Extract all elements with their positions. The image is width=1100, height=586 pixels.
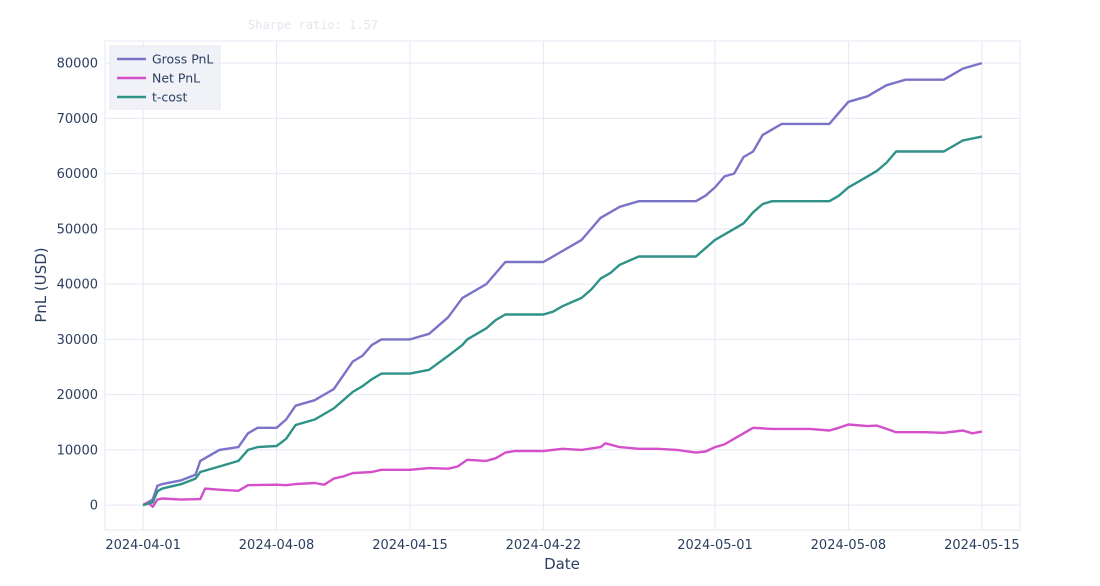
x-axis-title: Date	[544, 555, 580, 573]
x-axis-ticks: 2024-04-01 2024-04-08 2024-04-15 2024-04-22…	[105, 538, 1019, 553]
x-tick-label: 2024-05-01	[677, 538, 753, 553]
y-tick-label: 10000	[57, 443, 98, 458]
x-tick-label: 2024-04-01	[105, 538, 181, 553]
y-axis-title: PnL (USD)	[32, 247, 50, 322]
series-line-t-cost	[142, 135, 983, 507]
legend-label: Gross PnL	[152, 52, 213, 67]
x-tick-label: 2024-05-15	[944, 538, 1020, 553]
series-line-net-pnl	[142, 423, 983, 508]
y-tick-label: 50000	[57, 222, 98, 237]
legend-label: Net PnL	[152, 71, 200, 86]
x-tick-label: 2024-04-15	[372, 538, 448, 553]
x-tick-label: 2024-05-08	[811, 538, 887, 553]
x-tick-label: 2024-04-22	[506, 538, 582, 553]
y-axis-ticks: 0 10000 20000 30000 40000 50000 60000 70000 8000…	[57, 57, 98, 514]
legend-label: t-cost	[152, 90, 187, 105]
series-line-gross-pnl	[142, 61, 983, 507]
y-tick-label: 30000	[57, 333, 98, 348]
legend-item-net-pnl[interactable]: Net PnL	[117, 71, 200, 86]
chart-subtitle: Sharpe ratio: 1.57	[248, 18, 378, 32]
legend-item-t-cost[interactable]: t-cost	[117, 90, 187, 105]
legend[interactable]: Gross PnL Net PnL t-cost	[109, 45, 221, 110]
x-tick-label: 2024-04-08	[239, 538, 315, 553]
y-tick-label: 70000	[57, 112, 98, 127]
series-lines	[142, 61, 983, 508]
y-tick-label: 20000	[57, 388, 98, 403]
legend-item-gross-pnl[interactable]: Gross PnL	[117, 52, 213, 67]
y-tick-label: 0	[90, 499, 98, 514]
y-tick-label: 60000	[57, 167, 98, 182]
y-tick-label: 40000	[57, 278, 98, 293]
y-tick-label: 80000	[57, 57, 98, 72]
